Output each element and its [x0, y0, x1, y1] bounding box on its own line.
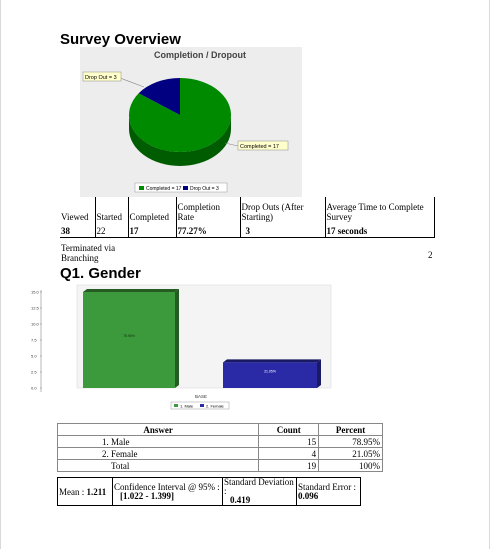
answer-cell: Total: [56, 459, 260, 472]
se-label: Standard Error :: [298, 481, 356, 492]
y-tick-label: 5.0: [31, 354, 37, 359]
value-viewed: 38: [60, 223, 96, 238]
mean-value: 1.211: [86, 486, 107, 497]
value-started: 22: [94, 223, 129, 238]
bar-female: [223, 362, 317, 388]
legend-swatch-male: [174, 404, 178, 407]
sd-value: 0.419: [230, 495, 251, 505]
y-tick-label: 0.0: [31, 386, 37, 391]
answers-header-percent: Percent: [318, 423, 383, 436]
legend-swatch-female: [200, 404, 204, 407]
q1-mean-table: Mean : 1.211 Confidence Interval @ 95% :…: [57, 477, 361, 506]
header-started: Started: [94, 197, 129, 223]
count-cell: 15: [258, 435, 320, 448]
ci-label: Confidence Interval @ 95% :: [114, 481, 220, 492]
header-completed: Completed: [127, 197, 177, 223]
y-tick-label: 10.0: [31, 322, 40, 327]
y-tick-label: 7.5: [31, 338, 37, 343]
sd-label: Standard Deviation :: [224, 477, 294, 496]
pie-legend-box: [134, 182, 228, 193]
count-cell: 4: [258, 447, 320, 460]
bar-side: [317, 359, 321, 388]
legend-completed: Completed = 17: [146, 186, 182, 192]
completion-pie-chart: Completion / Dropout Drop Out = 3 Comple…: [80, 47, 302, 197]
bar-top: [223, 359, 321, 363]
x-axis-label: BASE: [195, 394, 207, 399]
q1-title: Q1. Gender: [60, 265, 141, 282]
header-average-time: Average Time to Complete Survey: [324, 197, 435, 223]
se-cell: Standard Error : 0.096: [296, 477, 361, 506]
ci-value: [1.022 - 1.399]: [120, 490, 174, 501]
answers-header-count: Count: [258, 423, 320, 436]
callout-dropout-box: [82, 71, 122, 82]
pie-slice-dropout: [138, 78, 180, 115]
se-value: 0.096: [298, 490, 319, 501]
y-tick-label: 2.5: [31, 370, 37, 375]
header-completion-rate: Completion Rate: [175, 197, 241, 223]
value-completed: 17: [127, 223, 177, 238]
mean-label: Mean :: [59, 486, 85, 497]
percent-cell: 21.05%: [318, 447, 383, 460]
bar-top: [83, 289, 179, 292]
callout-completed-box: [237, 140, 289, 151]
header-viewed: Viewed: [60, 197, 96, 223]
answer-cell: 2. Female: [56, 447, 260, 460]
bar-side: [175, 289, 179, 388]
value-average-time: 17 seconds: [324, 223, 435, 238]
pie-chart-title: Completion / Dropout: [154, 50, 246, 60]
answers-header-answer: Answer: [56, 423, 260, 436]
value-completion-rate: 77.27%: [175, 223, 241, 238]
gender-bar-chart: 0.0 2.5 5.0 7.5 10.0 12.5 15.0 78.95% 21.05% BA…: [27, 283, 339, 411]
legend-swatch-completed: [139, 186, 144, 190]
bar-data-label: 21.05%: [264, 369, 276, 373]
answer-cell: 1. Male: [56, 435, 260, 448]
legend-dropout: Drop Out = 3: [190, 186, 219, 192]
table-row: 1. Male 15 78.95%: [56, 435, 383, 448]
count-cell: 19: [258, 459, 320, 472]
legend-male: 1. Male: [180, 404, 194, 409]
ci-cell: Confidence Interval @ 95% : [1.022 - 1.3…: [112, 477, 223, 506]
survey-overview-title: Survey Overview: [60, 31, 181, 48]
table-row: Total 19 100%: [56, 459, 383, 472]
terminated-label: Terminated via Branching: [61, 243, 116, 263]
bar-male: [83, 292, 175, 388]
value-drop-outs: 3: [239, 223, 326, 238]
q1-answer-table: Answer Count Percent 1. Male 15 78.95% 2…: [56, 423, 383, 472]
callout-dropout: Drop Out = 3: [85, 75, 117, 81]
terminated-value: 2: [428, 250, 433, 260]
callout-completed: Completed = 17: [240, 144, 279, 150]
pie-depth: [129, 115, 231, 166]
sd-cell: Standard Deviation : 0.419: [222, 477, 297, 506]
percent-cell: 100%: [318, 459, 383, 472]
legend-female: 2. Female: [206, 404, 225, 409]
table-row: 2. Female 4 21.05%: [56, 447, 383, 460]
pie-slice-completed: [129, 78, 232, 152]
legend-swatch-dropout: [183, 186, 188, 190]
y-tick-label: 15.0: [31, 290, 40, 295]
y-tick-label: 12.5: [31, 306, 40, 311]
mean-cell: Mean : 1.211: [57, 477, 113, 506]
bar-data-label: 78.95%: [123, 334, 135, 338]
survey-stats-table: Viewed Started Completed Completion Rate…: [60, 197, 435, 238]
percent-cell: 78.95%: [318, 435, 383, 448]
header-drop-outs: Drop Outs (After Starting): [239, 197, 326, 223]
